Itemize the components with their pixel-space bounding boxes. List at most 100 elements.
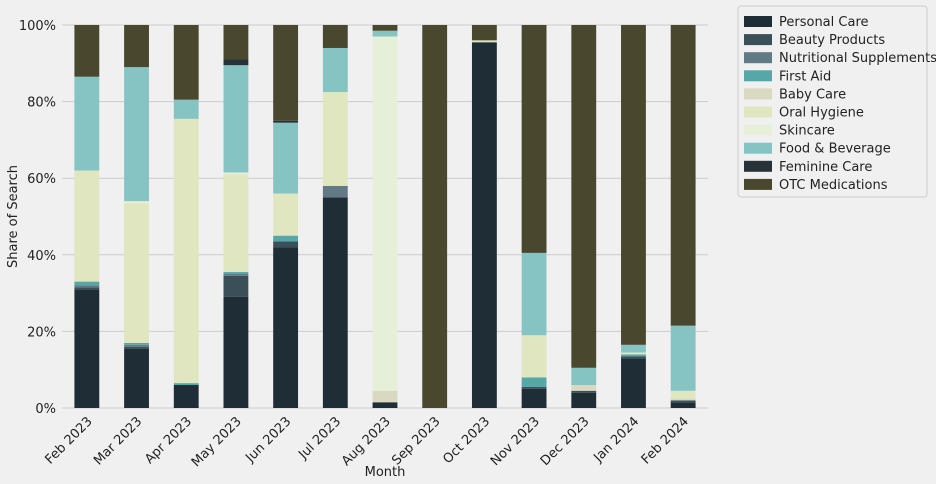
bar-segment <box>273 193 299 236</box>
x-tick-label: Nov 2023 <box>488 414 543 469</box>
bars <box>74 25 696 409</box>
x-tick-label: Feb 2024 <box>639 414 692 467</box>
bar-segment <box>322 185 348 198</box>
bar-segment <box>372 36 398 391</box>
bar-segment <box>273 122 299 194</box>
legend-swatch <box>744 124 772 136</box>
legend-label: Personal Care <box>779 15 869 30</box>
bar-segment <box>571 392 597 408</box>
bar-segment <box>74 287 100 290</box>
bar-segment <box>173 383 199 386</box>
y-tick-labels: 0% 20% 40% 60% 80% 100% <box>19 19 56 417</box>
x-tick-label: Jan 2024 <box>590 414 642 466</box>
bar-segment <box>273 120 299 123</box>
legend-label: Food & Beverage <box>779 142 891 157</box>
x-tick-label: Apr 2023 <box>142 414 195 467</box>
bar-segment <box>621 25 646 345</box>
legend-label: Feminine Care <box>779 160 872 175</box>
legend-swatch <box>744 88 772 100</box>
x-axis-label: Month <box>365 465 406 480</box>
bar-segment <box>124 348 149 408</box>
bar-segment <box>223 172 249 175</box>
x-tick-label: Aug 2023 <box>339 414 394 469</box>
x-tick-label: Oct 2023 <box>440 414 493 467</box>
bar-segment <box>322 92 348 186</box>
bar-segment <box>670 400 696 403</box>
bar-segment <box>173 385 199 408</box>
bar-segment <box>74 76 100 171</box>
legend-label: Skincare <box>779 124 835 139</box>
legend-label: First Aid <box>779 69 831 84</box>
legend-frame <box>737 5 928 198</box>
y-tick-label: 0% <box>35 402 56 417</box>
bar-segment <box>273 247 299 408</box>
legend-swatch <box>744 70 772 82</box>
bar-segment <box>571 385 597 391</box>
bar-segment <box>422 25 448 408</box>
legend-swatch <box>744 52 772 64</box>
bar-segment <box>74 289 100 408</box>
bar-segment <box>670 402 696 408</box>
y-tick-label: 20% <box>27 325 56 340</box>
legend-swatch <box>744 34 772 46</box>
bar-segment <box>372 25 398 31</box>
bar-segment <box>223 25 249 60</box>
legend-swatch <box>744 142 772 154</box>
bar-segment <box>571 367 597 386</box>
bar-segment <box>273 25 299 121</box>
bar-segment <box>521 388 547 408</box>
bar-segment <box>223 272 249 274</box>
legend-swatch <box>744 178 772 190</box>
bar-segment <box>173 25 199 100</box>
legend-label: Oral Hygiene <box>779 106 864 121</box>
bar-segment <box>521 377 547 387</box>
bar-segment <box>124 67 149 202</box>
bar-segment <box>124 344 149 347</box>
bar-segment <box>273 241 299 248</box>
bar-segment <box>74 285 100 288</box>
bar-segment <box>273 235 299 242</box>
y-tick-label: 60% <box>27 172 56 187</box>
x-tick-label: Jun 2023 <box>242 414 294 466</box>
bar-segment <box>621 352 646 355</box>
bar-segment <box>74 25 100 77</box>
legend-label: Nutritional Supplements <box>779 51 936 66</box>
x-tick-label: May 2023 <box>189 414 245 470</box>
bar-segment <box>173 118 199 384</box>
bar-segment <box>621 344 646 353</box>
y-tick-label: 100% <box>19 19 56 34</box>
bar-segment <box>621 354 646 357</box>
bar-segment <box>372 30 398 37</box>
bar-segment <box>621 356 646 359</box>
bar-segment <box>223 296 249 408</box>
legend-label: OTC Medications <box>779 178 888 193</box>
x-tick-label: Jul 2023 <box>295 414 344 463</box>
legend: Personal Care Beauty Products Nutritional … <box>737 5 936 198</box>
bar-segment <box>124 203 149 343</box>
bar-segment <box>223 275 249 297</box>
bar-segment <box>471 25 497 41</box>
bar-segment <box>223 273 249 276</box>
bar-segment <box>124 25 149 68</box>
bar-segment <box>372 402 398 408</box>
bar-segment <box>223 59 249 66</box>
bar-segment <box>74 170 100 282</box>
bar-segment <box>322 47 348 93</box>
bar-segment <box>670 25 696 326</box>
bar-segment <box>223 174 249 273</box>
x-tick-label: Sep 2023 <box>389 414 443 468</box>
bar-segment <box>621 358 646 408</box>
bar-segment <box>124 201 149 204</box>
legend-swatch <box>744 160 772 172</box>
bar-segment <box>223 65 249 173</box>
bar-segment <box>322 197 348 408</box>
y-tick-label: 80% <box>27 96 56 111</box>
bar-segment <box>521 335 547 378</box>
legend-label: Beauty Products <box>779 33 885 48</box>
bar-segment <box>521 386 547 389</box>
legend-label: Baby Care <box>779 87 846 102</box>
x-tick-label: Feb 2023 <box>42 414 95 467</box>
bar-segment <box>521 252 547 336</box>
